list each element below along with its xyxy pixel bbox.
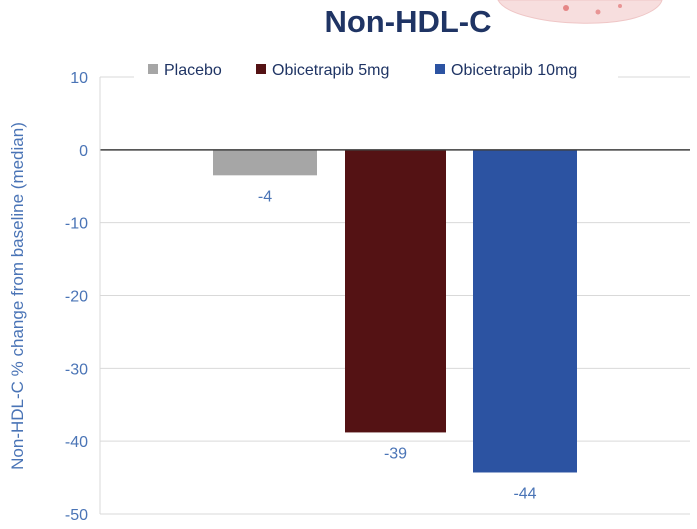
y-tick-label: -10 [65,216,88,233]
data-labels: -4 -39 -44 [258,188,537,502]
legend-label-3: Obicetrapib 10mg [451,62,577,79]
legend-background [134,58,618,80]
legend-label-1: Placebo [164,62,222,79]
legend-swatch-1 [148,64,158,74]
decorative-dot [595,9,601,15]
legend-swatch-2 [256,64,266,74]
data-label-2: -39 [384,445,407,462]
zero-axis [99,77,690,514]
decorative-dot [563,5,569,11]
y-tick-label: -30 [65,361,88,378]
y-tick-label: -20 [65,289,88,306]
y-tick-label: -40 [65,434,88,451]
decorative-dot [618,4,622,8]
y-tick-label: 10 [70,70,88,87]
decorative-pill-image [497,0,663,24]
bar-2 [345,149,446,433]
y-tick-label: 0 [79,143,88,160]
data-label-3: -44 [513,485,536,502]
y-axis-ticks: 10 0 -10 -20 -30 -40 -50 [65,70,88,524]
y-axis-title: Non-HDL-C % change from baseline (median… [8,122,27,470]
legend-label-2: Obicetrapib 5mg [272,62,389,79]
legend: Placebo Obicetrapib 5mg Obicetrapib 10mg [148,62,577,79]
bars [213,149,577,473]
bar-3 [473,149,577,473]
chart-title: Non-HDL-C [324,4,491,39]
bar-1 [213,149,317,176]
y-tick-label: -50 [65,507,88,524]
data-label-1: -4 [258,188,272,205]
legend-swatch-3 [435,64,445,74]
